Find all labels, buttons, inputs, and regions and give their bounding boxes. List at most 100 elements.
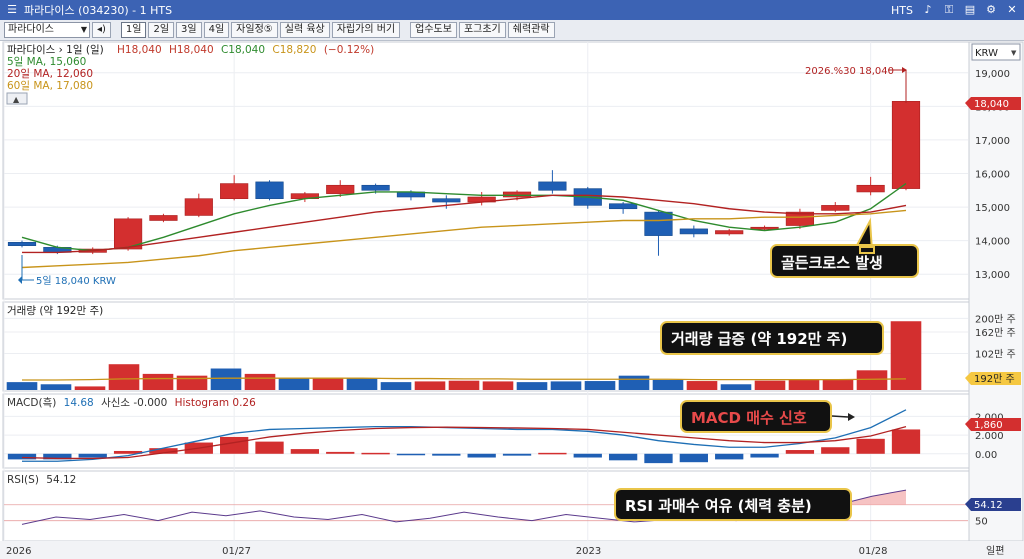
macd-histogram-bar <box>113 450 143 454</box>
volume-bar <box>244 373 276 390</box>
macd-callout: MACD 매수 신호 <box>680 400 855 433</box>
window-title: 파라다이스 (034230) - 1 HTS <box>24 4 173 17</box>
speaker-icon[interactable]: ♪ <box>924 3 932 16</box>
ma-line-1 <box>22 194 907 254</box>
period-button-9[interactable]: 쉐력관락 <box>507 22 555 38</box>
macd-histogram-bar <box>679 453 708 463</box>
stock-chart[interactable]: 파라다이스 › 1일 (일) H18,040 H18,040 C18,040 C… <box>0 41 1024 559</box>
x-tick-label: 01/27 <box>222 546 251 557</box>
price-tick-label: 16,000 <box>975 170 1010 181</box>
x-axis-right-label: 일편 <box>986 545 1004 557</box>
candle-body <box>679 228 708 235</box>
macd-histogram-bar <box>856 438 885 454</box>
volume-bar <box>142 373 174 390</box>
period-button-5[interactable]: 실력 육상 <box>279 22 330 38</box>
candle-body <box>432 198 461 203</box>
price-tick-label: 15,000 <box>975 203 1010 214</box>
symbol-select[interactable]: 파라다이스 ▼ <box>4 22 90 38</box>
macd-histogram-bar <box>608 453 638 461</box>
period-button-7[interactable]: 업수도보 <box>410 22 457 38</box>
macd-signal-value: 사신소 -0.000 <box>101 397 167 409</box>
candle-body <box>785 211 815 226</box>
rsi-tick-label: 50 <box>975 517 988 528</box>
macd-histogram-bar <box>361 452 390 455</box>
golden-cross-text: 골든크로스 발생 <box>781 254 883 272</box>
volume-bar <box>448 380 480 390</box>
period-button-8[interactable]: 포그초기 <box>458 22 506 38</box>
volume-bar <box>686 381 718 390</box>
title-bar: ☰ 파라다이스 (034230) - 1 HTS HTS ♪ ⚿ ▤ ⚙ ✕ <box>0 0 1024 20</box>
rsi-label: RSI(S) <box>7 474 39 486</box>
candle-body <box>538 181 567 191</box>
volume-bar <box>210 368 242 390</box>
period-button-3[interactable]: 4일 <box>203 22 230 38</box>
lock-icon[interactable]: ⚿ <box>944 3 954 16</box>
period-buttons: 1일 2일 3일 4일 자일정⑤ 실력 육상 자립가의 버기 업수도보 포그초기 쉐력관락 <box>120 22 555 38</box>
price-current-tag: 18,040 <box>965 97 1021 110</box>
candle-body <box>113 218 143 250</box>
ohlc-change: (−0.12%) <box>324 44 374 56</box>
macd-histogram-bar <box>326 451 355 454</box>
ma60-label: 60일 MA, 17,080 <box>7 79 93 92</box>
volume-bar <box>278 377 310 390</box>
price-tick-label: 17,000 <box>975 136 1010 147</box>
macd-histogram-bar <box>573 453 602 458</box>
ohlc-close: C18,040 <box>221 44 265 56</box>
ohlc-high2: H18,040 <box>169 44 214 56</box>
ohlc-row: H18,040 H18,040 C18,040 C18,820 (−0.12%) <box>117 44 374 56</box>
volume-bar <box>618 375 650 390</box>
period-button-0[interactable]: 1일 <box>120 22 147 38</box>
app-name: HTS <box>891 3 913 17</box>
left-price-annotation: 5일 18,040 KRW <box>18 255 116 287</box>
volume-current-tag: 192만 주 <box>965 372 1021 385</box>
rsi-header: RSI(S) 54.12 <box>7 474 76 486</box>
period-button-1[interactable]: 2일 <box>148 22 175 38</box>
rsi-current-text: 54.12 <box>974 500 1003 511</box>
ma-line-0 <box>21 183 907 252</box>
symbol-value: 파라다이스 <box>8 24 54 35</box>
volume-tick-label: 102만 주 <box>975 348 1016 360</box>
x-tick-label: 01/28 <box>859 546 888 557</box>
currency-value: KRW <box>975 48 998 59</box>
sound-button[interactable]: ◂) <box>92 22 111 38</box>
macd-histogram-bar <box>821 447 850 454</box>
caret-up-icon: ▲ <box>13 95 20 104</box>
volume-current-text: 192만 주 <box>974 373 1015 385</box>
macd-histogram-bar <box>715 453 744 460</box>
macd-histogram-bar <box>149 448 178 454</box>
top-annotation-text: 2026.%30 18,040 <box>805 66 894 77</box>
macd-histogram-bar <box>432 453 461 456</box>
macd-histogram-bar <box>255 441 284 454</box>
period-button-2[interactable]: 3일 <box>176 22 202 38</box>
macd-histogram-bar <box>750 453 779 458</box>
candle-body <box>502 191 532 198</box>
macd-histogram-bar <box>290 449 320 454</box>
price-header: 파라다이스 › 1일 (일) <box>7 43 104 56</box>
macd-line <box>22 409 907 462</box>
close-icon[interactable]: ✕ <box>1007 3 1017 16</box>
price-tick-label: 13,000 <box>975 270 1010 281</box>
currency-select[interactable]: KRW ▼ <box>971 43 1021 61</box>
period-button-4[interactable]: 자일정⑤ <box>231 22 278 38</box>
period-button-6[interactable]: 자립가의 버기 <box>331 22 401 38</box>
volume-bar <box>6 382 38 390</box>
gear-icon[interactable]: ⚙ <box>986 3 996 16</box>
volume-bar <box>346 378 378 390</box>
menu-icon[interactable]: ☰ <box>7 3 17 16</box>
macd-histogram-bar <box>644 453 673 464</box>
chevron-down-icon: ▼ <box>1011 49 1017 57</box>
chart-icon[interactable]: ▤ <box>964 3 976 16</box>
candle-body <box>856 184 885 193</box>
volume-ma-line <box>22 377 907 381</box>
candle-body <box>715 230 744 235</box>
volume-tick-label: 162만 주 <box>975 327 1016 339</box>
volume-bar <box>890 321 922 390</box>
collapse-button[interactable]: ▲ <box>6 92 28 105</box>
macd-current-tag: 1,860 <box>965 418 1021 431</box>
x-axis-area <box>0 541 1024 559</box>
ma5-label: 5일 MA, 15,060 <box>7 55 86 68</box>
price-tick-label: 19,000 <box>975 69 1010 80</box>
macd-histogram-bar <box>78 453 107 458</box>
toolbar: 파라다이스 ▼ ◂) 1일 2일 3일 4일 자일정⑤ 실력 육상 자립가의 버기 업수도보 포… <box>0 20 1024 41</box>
macd-tick-label: 2.000 <box>975 412 1004 423</box>
